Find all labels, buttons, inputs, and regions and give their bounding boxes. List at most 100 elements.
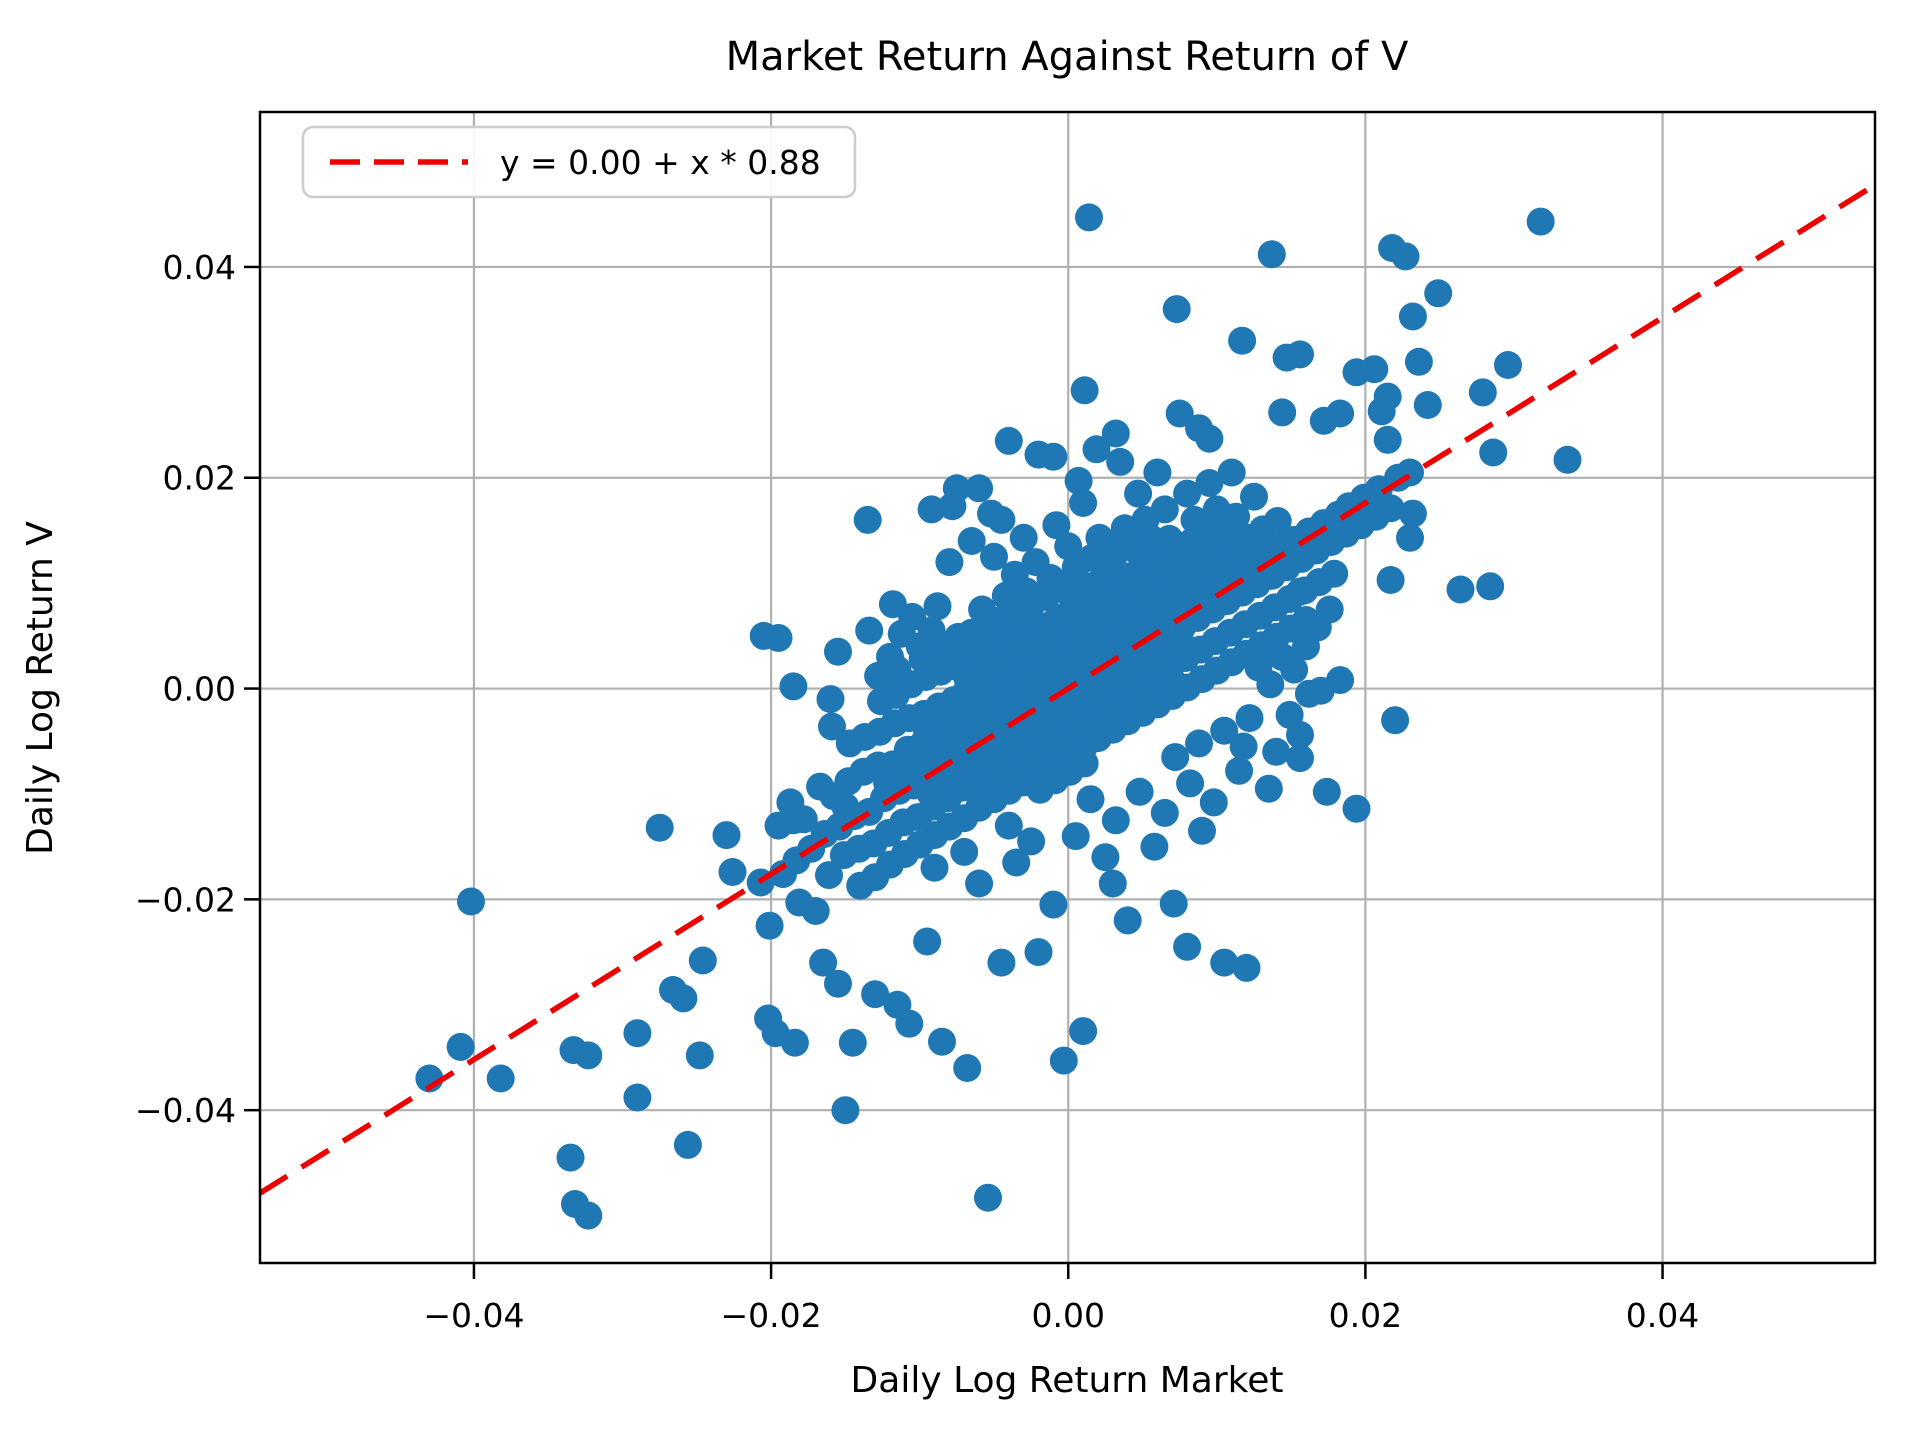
scatter-point — [1376, 494, 1405, 523]
scatter-point — [1275, 700, 1304, 729]
scatter-point — [991, 581, 1020, 610]
scatter-point — [1024, 938, 1053, 967]
scatter-point — [1254, 774, 1283, 803]
scatter-point — [755, 911, 784, 940]
scatter-point — [1376, 566, 1405, 594]
scatter-point — [1526, 207, 1555, 236]
scatter-point — [1049, 1046, 1078, 1075]
scatter-point — [1479, 438, 1508, 467]
scatter-point — [1162, 295, 1191, 324]
scatter-point — [1061, 822, 1090, 851]
scatter-point — [1225, 756, 1254, 785]
scatter-point — [1373, 425, 1402, 454]
scatter-point — [1229, 539, 1258, 568]
scatter-point — [1210, 518, 1239, 547]
scatter-point — [1286, 577, 1314, 606]
scatter-point — [965, 474, 994, 503]
scatter-point — [824, 637, 852, 666]
scatter-point — [861, 980, 890, 1009]
scatter-point — [1036, 563, 1065, 592]
y-tick-label: 0.04 — [163, 248, 236, 287]
scatter-point — [1116, 527, 1145, 555]
scatter-point — [764, 811, 793, 840]
scatter-point — [908, 645, 937, 673]
scatter-point — [1373, 382, 1402, 411]
scatter-point — [1150, 798, 1179, 827]
scatter-point — [1165, 399, 1194, 428]
scatter-point — [1180, 505, 1209, 534]
scatter-point — [878, 590, 907, 619]
scatter-point — [1091, 843, 1120, 872]
scatter-point — [1069, 489, 1098, 517]
scatter-point — [1185, 729, 1213, 758]
scatter-point — [673, 1130, 702, 1159]
scatter-point — [1286, 744, 1314, 773]
scatter-point — [1125, 777, 1154, 806]
scatter-point — [556, 1143, 585, 1172]
scatter-point — [855, 616, 884, 645]
scatter-point — [1070, 749, 1099, 778]
scatter-point — [1424, 279, 1453, 308]
scatter-point — [1235, 704, 1264, 733]
scatter-point — [1076, 785, 1105, 814]
scatter-point — [685, 1041, 714, 1070]
y-axis-label: Daily Log Return V — [20, 521, 61, 855]
scatter-point — [718, 858, 747, 886]
scatter-point — [1188, 816, 1216, 845]
scatter-point — [1268, 398, 1297, 427]
scatter-point — [1286, 340, 1314, 369]
scatter-point — [1232, 953, 1261, 982]
scatter-point — [935, 548, 964, 577]
scatter-point — [1195, 424, 1224, 453]
scatter-point — [965, 630, 994, 659]
scatter-point — [1320, 559, 1349, 588]
legend: y = 0.00 + x * 0.88 — [301, 125, 857, 199]
scatter-point — [1091, 588, 1120, 617]
scatter-point — [1217, 458, 1246, 487]
scatter-point — [1161, 743, 1190, 772]
scatter-point — [818, 712, 846, 741]
scatter-point — [1158, 560, 1187, 589]
scatter-point — [994, 426, 1023, 455]
scatter-point — [1257, 240, 1286, 269]
scatter-point — [1176, 769, 1205, 798]
scatter-point — [1061, 553, 1090, 582]
legend-frame — [301, 125, 857, 199]
scatter-point — [1315, 595, 1344, 624]
scatter-point — [957, 527, 986, 555]
legend-label: y = 0.00 + x * 0.88 — [500, 143, 821, 182]
scatter-point — [816, 685, 845, 714]
scatter-point — [623, 1083, 652, 1112]
scatter-point — [1391, 242, 1420, 271]
scatter-point — [1494, 351, 1522, 379]
scatter-point — [974, 1183, 1002, 1212]
scatter-point — [1195, 469, 1224, 497]
scatter-point — [1381, 706, 1410, 735]
scatter-point — [1202, 495, 1231, 524]
y-tick-label: 0.02 — [163, 459, 236, 498]
scatter-point — [953, 1054, 982, 1082]
x-tick-label: 0.02 — [1329, 1296, 1402, 1335]
scatter-point — [446, 1032, 475, 1061]
scatter-point — [1228, 326, 1257, 355]
scatter-point — [1136, 550, 1164, 579]
scatter-point — [1057, 581, 1086, 610]
scatter-point — [1150, 495, 1179, 524]
scatter-point — [920, 853, 949, 882]
scatter-point — [1173, 932, 1202, 961]
scatter-point — [928, 1027, 956, 1056]
scatter-point — [1113, 906, 1142, 935]
chart-title: Market Return Against Return of V — [726, 34, 1409, 80]
scatter-point — [1210, 948, 1239, 977]
scatter-point — [1124, 479, 1153, 508]
scatter-point — [1002, 848, 1031, 877]
fit-line — [258, 182, 1877, 1196]
scatter-point — [688, 946, 717, 975]
scatter-point — [712, 821, 741, 850]
scatter-point — [1263, 507, 1292, 535]
scatter-point — [917, 495, 946, 524]
scatter-point — [780, 1028, 809, 1057]
scatter-point — [779, 672, 808, 701]
